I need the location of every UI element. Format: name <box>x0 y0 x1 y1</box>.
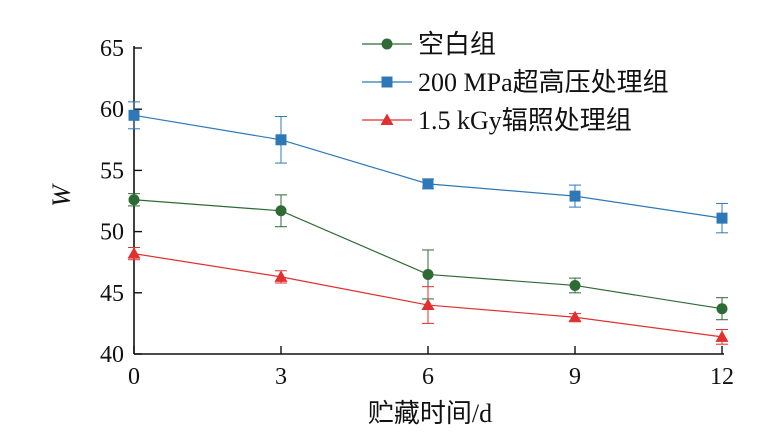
legend-marker <box>380 113 394 125</box>
data-point-square <box>422 178 434 190</box>
x-tick-label: 9 <box>569 364 581 390</box>
legend-label: 200 MPa超高压处理组 <box>418 68 669 97</box>
y-tick-label: 50 <box>100 220 124 246</box>
data-point-square <box>128 109 140 121</box>
data-point-circle <box>422 268 434 280</box>
data-point-circle <box>569 279 581 291</box>
data-point-circle <box>716 303 728 315</box>
data-point-triangle <box>568 310 582 323</box>
legend-marker <box>381 76 393 88</box>
legend-entry-1: 空白组 <box>362 30 496 59</box>
axes: 40 45 50 55 60 65 0 3 6 9 12 <box>100 36 734 390</box>
legend-label: 1.5 kGy辐照处理组 <box>418 106 632 135</box>
data-point-triangle <box>421 298 435 311</box>
data-point-triangle <box>715 330 729 342</box>
data-point-triangle <box>274 270 288 282</box>
data-point-triangle <box>127 247 141 259</box>
data-point-square <box>569 190 581 202</box>
legend: 空白组 200 MPa超高压处理组 1.5 kGy辐照处理组 <box>362 30 669 135</box>
series-2 <box>128 101 728 234</box>
data-point-square <box>275 134 287 146</box>
legend-entry-3: 1.5 kGy辐照处理组 <box>362 106 632 135</box>
legend-label: 空白组 <box>418 30 496 59</box>
y-tick-label: 60 <box>100 97 124 123</box>
series-3 <box>127 247 729 345</box>
y-tick-label: 55 <box>100 158 124 184</box>
data-point-circle <box>275 205 287 217</box>
y-axis-title: W <box>47 183 76 207</box>
y-tick-label: 40 <box>100 342 124 368</box>
y-tick-label: 65 <box>100 36 124 62</box>
data-point-circle <box>128 194 140 206</box>
x-tick-label: 12 <box>710 364 734 390</box>
legend-marker <box>381 38 393 50</box>
legend-entry-2: 200 MPa超高压处理组 <box>362 68 669 97</box>
y-tick-label: 45 <box>100 281 124 307</box>
data-point-square <box>716 212 728 224</box>
x-tick-label: 0 <box>128 364 140 390</box>
series-layer <box>127 101 729 345</box>
x-tick-label: 3 <box>275 364 287 390</box>
x-tick-label: 6 <box>422 364 434 390</box>
series-1 <box>128 193 728 321</box>
x-axis-title: 贮藏时间/d <box>368 399 492 428</box>
